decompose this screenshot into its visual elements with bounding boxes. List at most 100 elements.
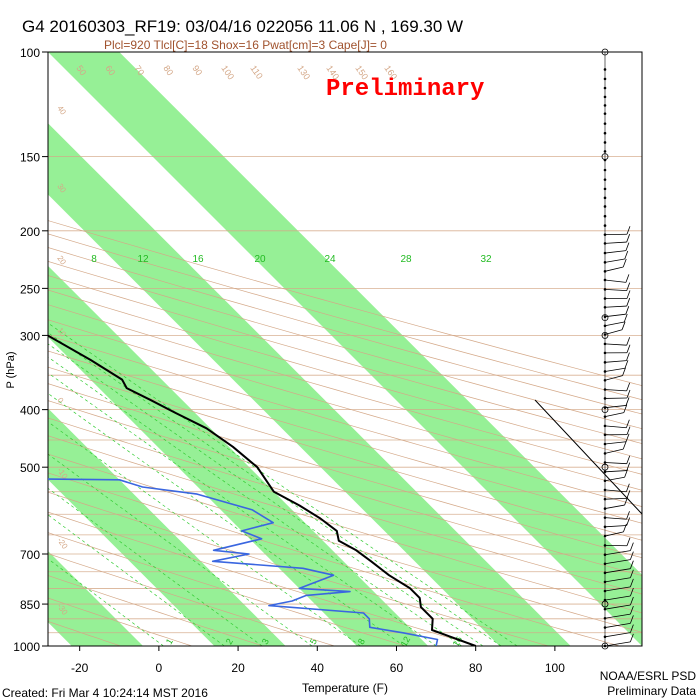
dry-adiabat — [48, 491, 550, 646]
wind-barb-feather — [626, 382, 631, 391]
x-axis-label: Temperature (F) — [302, 681, 388, 695]
barb-dot — [603, 351, 607, 355]
wind-barb — [604, 289, 627, 292]
wind-barb — [604, 412, 624, 418]
wind-barb — [604, 425, 627, 429]
mixing-ratio-label: 20 — [254, 254, 266, 265]
wind-barb-feather — [626, 462, 631, 471]
dry-adiabat — [48, 575, 265, 646]
wind-barb — [604, 550, 631, 556]
dry-adiabat — [48, 350, 642, 524]
mixing-ratio-line — [48, 372, 437, 646]
calm-circle — [601, 48, 609, 56]
isotherm-band — [48, 408, 286, 646]
wind-barb-feather — [630, 587, 634, 597]
wind-barb — [604, 613, 631, 619]
wind-barb — [604, 504, 625, 509]
wind-barb-feather — [623, 404, 628, 413]
wind-barb-feather — [630, 633, 634, 642]
wind-barb-feather — [625, 419, 630, 428]
isotherm-label: 10 — [0, 263, 7, 285]
wind-barb-feather — [630, 605, 634, 615]
isotherm-bands — [48, 52, 642, 646]
dry-adiabat — [48, 532, 407, 646]
isotherm-band — [48, 550, 144, 646]
barb-dot — [603, 261, 607, 264]
wind-barb-feather — [626, 337, 631, 346]
mixing-ratio-labels: 8 12 16 20 24 28 321 2 3 5 8 12 16 — [91, 254, 492, 646]
wind-barb-feather — [622, 440, 627, 450]
calm-circle — [601, 463, 609, 471]
wind-barb — [604, 604, 631, 610]
mixing-ratio-lines — [48, 322, 518, 646]
wind-barb-feather — [626, 490, 631, 499]
adiabat-label-left: 40 — [55, 104, 68, 117]
wind-barb — [604, 313, 626, 318]
wind-barb — [604, 360, 627, 363]
wind-barb — [604, 305, 627, 308]
wind-barb-feather — [630, 551, 634, 560]
x-tick-label: 80 — [469, 661, 483, 675]
barb-column-edge — [534, 399, 643, 646]
dry-adiabat — [48, 220, 642, 387]
wind-barb — [604, 559, 631, 565]
barb-dot — [603, 131, 607, 135]
barb-dot — [603, 397, 607, 400]
wind-barb — [604, 476, 625, 482]
chart-title: G4 20160303_RF19: 03/04/16 022056 11.06 … — [22, 17, 463, 36]
mixing-ratio-line — [48, 453, 313, 646]
dry-adiabat — [48, 417, 642, 595]
y-tick-label: 200 — [20, 225, 40, 239]
wind-barb-feather — [621, 321, 626, 330]
y-axis-label: P (hPa) — [5, 351, 17, 388]
isotherm-labels: 3020100102030 — [0, 99, 16, 533]
credit-note: Preliminary Data — [607, 684, 696, 698]
mixing-ratio-label: 8 — [91, 254, 97, 265]
barb-dot — [603, 224, 607, 227]
adiabat-label-left: 20 — [55, 254, 68, 267]
y-tick-label: 700 — [20, 548, 40, 562]
plot-frame — [47, 51, 643, 647]
barb-dot — [603, 141, 607, 144]
y-tick-label: 500 — [20, 461, 40, 475]
wind-barb — [604, 470, 627, 473]
barb-dot — [603, 333, 607, 336]
dry-adiabat — [48, 435, 642, 614]
mixing-ratio-label: 24 — [324, 254, 336, 265]
isotherm-band — [48, 123, 571, 646]
adiabat-label: 50 — [74, 63, 88, 77]
wind-barb-feather — [626, 297, 631, 307]
wind-barb-feather — [626, 344, 631, 353]
wind-barb-feather — [626, 282, 631, 291]
wind-barb-feather — [630, 542, 634, 551]
isotherm-label: 20 — [0, 476, 7, 498]
wind-barb — [604, 266, 624, 272]
mixing-ratio-label: 12 — [137, 254, 149, 265]
y-tick-label: 300 — [20, 329, 40, 343]
adiabat-label: 90 — [190, 63, 204, 77]
dry-adiabat — [48, 400, 642, 577]
barb-dot — [603, 122, 607, 125]
dry-adiabats — [48, 220, 642, 646]
wind-barb — [604, 405, 627, 409]
dewpoint-trace — [48, 478, 439, 646]
wind-barb-feather — [623, 313, 628, 323]
barb-dot — [603, 470, 607, 474]
mixing-ratio-label: 32 — [480, 254, 492, 265]
profile-traces — [48, 334, 477, 646]
barb-dot — [603, 305, 607, 309]
wind-barb-feather — [626, 352, 630, 361]
wind-barb-feather — [625, 274, 630, 283]
adiabat-label: 60 — [103, 63, 117, 77]
barb-dot — [603, 104, 607, 107]
barb-dot — [603, 178, 607, 181]
wind-barb — [604, 641, 631, 647]
y-axis: 100 150 200 250 300 400 500 700 850 1000 — [13, 46, 48, 654]
barb-dot — [603, 196, 607, 200]
wind-barb — [604, 375, 623, 381]
created-timestamp: Created: Fri Mar 4 10:24:14 MST 2016 — [2, 686, 208, 700]
dry-adiabat — [48, 275, 642, 444]
barb-dot — [603, 415, 607, 418]
wind-barb-feather — [625, 306, 630, 315]
barb-dot — [603, 361, 607, 364]
